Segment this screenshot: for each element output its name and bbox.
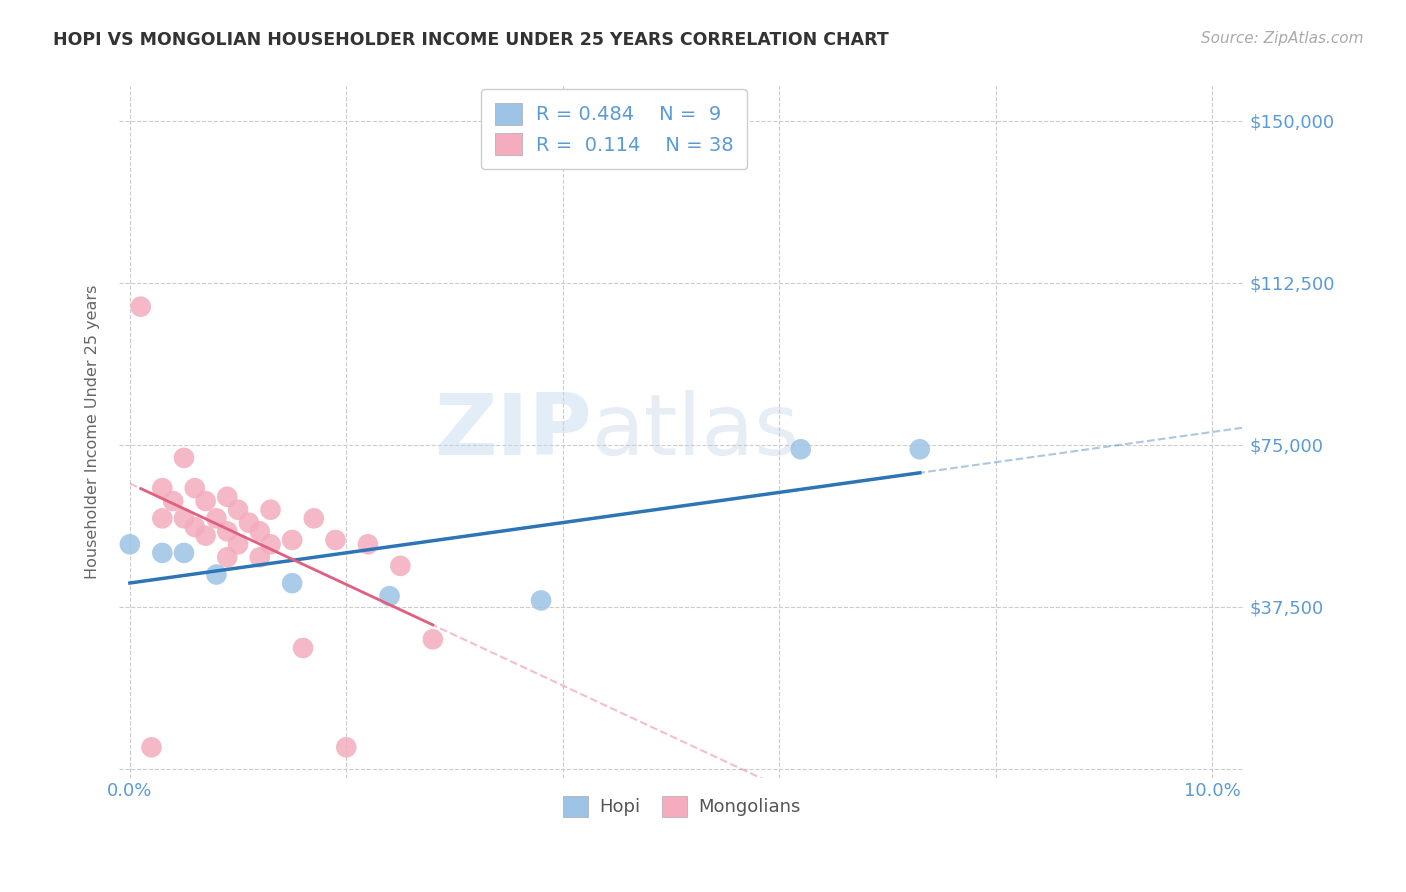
Point [281,576,304,591]
Point [357,537,380,551]
Legend: Hopi, Mongolians: Hopi, Mongolians [555,789,807,824]
Point [335,740,357,755]
Point [249,550,271,565]
Point [226,537,249,551]
Y-axis label: Householder Income Under 25 years: Householder Income Under 25 years [86,285,100,579]
Point [129,300,152,314]
Text: ZIP: ZIP [434,391,592,474]
Point [908,442,931,457]
Point [422,632,444,647]
Point [205,511,228,525]
Text: Source: ZipAtlas.com: Source: ZipAtlas.com [1201,31,1364,46]
Point [259,502,281,516]
Point [259,537,281,551]
Point [217,524,239,539]
Point [173,450,195,465]
Point [790,442,813,457]
Point [141,740,163,755]
Text: HOPI VS MONGOLIAN HOUSEHOLDER INCOME UNDER 25 YEARS CORRELATION CHART: HOPI VS MONGOLIAN HOUSEHOLDER INCOME UND… [53,31,889,49]
Point [378,589,401,603]
Point [173,546,195,560]
Point [194,528,217,542]
Point [184,520,207,534]
Point [217,490,239,504]
Point [292,640,315,655]
Point [238,516,260,530]
Point [530,593,553,607]
Point [325,533,347,547]
Point [150,511,173,525]
Point [389,558,412,573]
Point [162,494,184,508]
Point [173,511,195,525]
Point [118,537,141,551]
Point [205,567,228,582]
Point [281,533,304,547]
Point [226,502,249,516]
Point [150,481,173,495]
Point [302,511,325,525]
Text: atlas: atlas [592,391,800,474]
Point [150,546,173,560]
Point [194,494,217,508]
Point [249,524,271,539]
Point [217,550,239,565]
Point [184,481,207,495]
